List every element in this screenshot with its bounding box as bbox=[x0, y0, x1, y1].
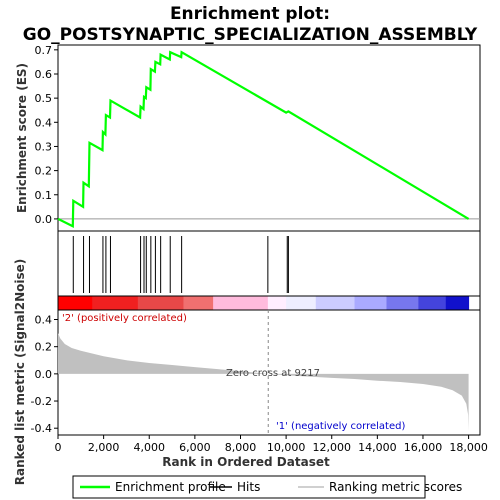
metric-y-axis-label: Ranked list metric (Signal2Noise) bbox=[13, 259, 27, 486]
legend-box bbox=[72, 475, 426, 499]
metric-y-tick-label: -0.2 bbox=[31, 395, 52, 408]
x-tick-label: 18,000 bbox=[449, 441, 488, 454]
color-bar-segment bbox=[386, 296, 419, 310]
es-y-tick-label: 0.7 bbox=[35, 44, 53, 57]
zero-cross-label: Zero cross at 9217 bbox=[226, 368, 320, 379]
color-bar-segment bbox=[92, 296, 139, 310]
color-bar-segment bbox=[315, 296, 356, 310]
x-tick-label: 0 bbox=[55, 441, 62, 454]
x-tick-label: 4,000 bbox=[133, 441, 165, 454]
legend-label: Ranking metric scores bbox=[329, 480, 462, 494]
x-ticks: 0 2,000 4,000 6,000 8,000 10,000 12,000 14,000 1… bbox=[55, 435, 488, 454]
es-y-tick-label: 0.1 bbox=[35, 189, 53, 202]
x-tick-label: 16,000 bbox=[404, 441, 443, 454]
hits-group bbox=[72, 236, 289, 293]
es-y-axis-label: Enrichment score (ES) bbox=[15, 63, 29, 213]
ranked-list-color-bar bbox=[57, 295, 481, 311]
x-tick-label: 2,000 bbox=[88, 441, 120, 454]
metric-y-tick-label: -0.4 bbox=[31, 422, 52, 435]
legend: Enrichment profile Hits Ranking metric sco… bbox=[80, 480, 462, 494]
color-bar-segment bbox=[445, 296, 470, 310]
legend-label: Enrichment profile bbox=[115, 480, 226, 494]
color-bar-segment bbox=[354, 296, 387, 310]
metric-y-tick-label: 0.0 bbox=[35, 368, 53, 381]
color-bar-segment bbox=[213, 296, 269, 310]
x-tick-label: 6,000 bbox=[179, 441, 211, 454]
chart-title-line2: GO_POSTSYNAPTIC_SPECIALIZATION_ASSEMBLY bbox=[23, 25, 478, 45]
color-bar-segment bbox=[183, 296, 214, 310]
color-bar-segment bbox=[286, 296, 317, 310]
es-panel-frame bbox=[57, 44, 481, 232]
x-tick-label: 14,000 bbox=[358, 441, 397, 454]
metric-y-ticks: 0.4 0.2 0.0 -0.2 -0.4 bbox=[31, 314, 58, 435]
es-y-tick-label: 0.3 bbox=[35, 140, 53, 153]
metric-y-tick-label: 0.4 bbox=[35, 314, 53, 327]
color-bar-segment bbox=[267, 296, 287, 310]
hits-panel-frame bbox=[57, 230, 481, 297]
negative-correlation-label: '1' (negatively correlated) bbox=[276, 421, 405, 432]
enrichment-profile-line bbox=[57, 50, 470, 228]
x-tick-label: 10,000 bbox=[267, 441, 306, 454]
chart-title-line1: Enrichment plot: bbox=[170, 4, 330, 24]
es-y-ticks: 0.0 0.1 0.2 0.3 0.4 0.5 0.6 0.7 bbox=[35, 44, 58, 226]
color-bar-segment bbox=[58, 296, 93, 310]
x-axis-label: Rank in Ordered Dataset bbox=[162, 455, 330, 469]
legend-label: Hits bbox=[237, 480, 260, 494]
color-bar-segment bbox=[137, 296, 184, 310]
positive-correlation-label: '2' (positively correlated) bbox=[62, 313, 187, 324]
es-y-tick-label: 0.4 bbox=[35, 116, 53, 129]
color-bar-segment bbox=[418, 296, 447, 310]
es-y-tick-label: 0.5 bbox=[35, 92, 53, 105]
es-y-tick-label: 0.0 bbox=[35, 213, 53, 226]
es-y-tick-label: 0.2 bbox=[35, 165, 53, 178]
metric-y-tick-label: 0.2 bbox=[35, 341, 53, 354]
es-y-tick-label: 0.6 bbox=[35, 68, 53, 81]
x-tick-label: 12,000 bbox=[312, 441, 351, 454]
x-tick-label: 8,000 bbox=[225, 441, 257, 454]
